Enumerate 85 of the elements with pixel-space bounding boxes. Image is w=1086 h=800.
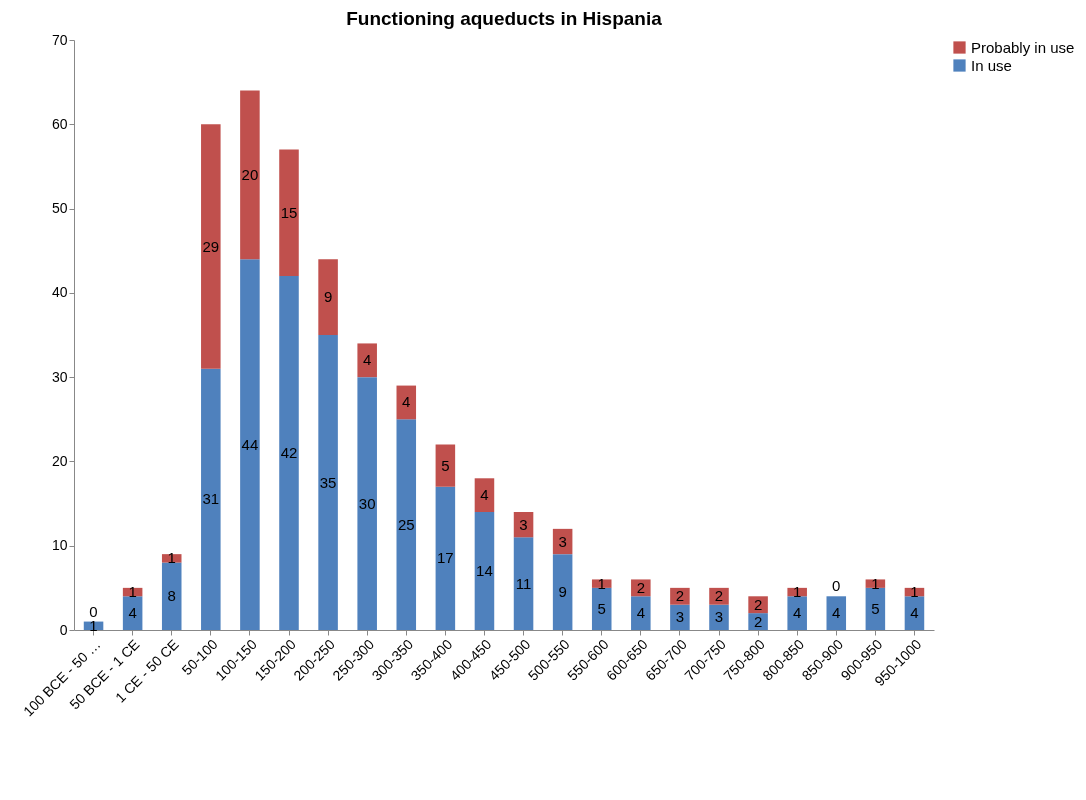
bar: [591, 587, 612, 630]
data-label: 4: [910, 604, 919, 622]
data-label: 2: [714, 587, 724, 605]
data-label: 4: [480, 486, 489, 504]
bar: [279, 276, 299, 630]
y-tick-label: 10: [51, 537, 68, 554]
legend-label: Probably in use: [971, 38, 1075, 56]
data-label: 2: [753, 612, 763, 630]
bar: [631, 579, 651, 597]
data-label: 4: [636, 604, 645, 622]
y-tick-label: 40: [51, 284, 68, 301]
bar: [357, 377, 377, 630]
bar: [474, 512, 495, 630]
data-label: 44: [241, 435, 259, 453]
data-label: 2: [753, 595, 763, 613]
bar: [904, 596, 925, 630]
data-label: 8: [167, 587, 176, 605]
data-label: 1: [910, 583, 919, 601]
bar: [122, 596, 143, 630]
bar: [631, 596, 651, 630]
y-tick-label: 60: [51, 115, 68, 132]
data-label: 35: [319, 473, 337, 491]
data-label: 4: [832, 604, 841, 622]
bar: [279, 149, 299, 276]
data-label: 15: [280, 203, 298, 221]
y-tick-label: 0: [59, 621, 68, 638]
data-label: 2: [636, 578, 645, 596]
y-tick-label: 30: [51, 368, 68, 385]
bar: [201, 368, 221, 630]
bar: [318, 335, 338, 630]
data-label: 3: [675, 608, 685, 626]
bar: [240, 259, 260, 630]
bar: [240, 90, 260, 260]
data-label: 4: [128, 604, 137, 622]
legend-label: In use: [971, 56, 1012, 74]
data-label: 3: [519, 515, 528, 533]
bar: [435, 486, 456, 630]
data-label: 30: [358, 494, 376, 512]
data-label: 9: [323, 288, 333, 306]
bar: [591, 579, 612, 588]
bar: [709, 587, 729, 605]
data-label: 3: [714, 608, 724, 626]
data-label: 9: [558, 583, 567, 601]
bar: [513, 537, 534, 630]
data-label: 5: [441, 456, 450, 474]
data-label: 17: [437, 549, 454, 567]
bar: [709, 604, 729, 630]
data-label: 5: [597, 599, 606, 617]
data-label: 4: [363, 351, 372, 369]
data-label: 29: [202, 237, 220, 255]
bar: [865, 587, 886, 630]
data-label: 1: [597, 574, 606, 592]
data-label: 5: [871, 599, 880, 617]
y-tick-label: 70: [51, 31, 68, 48]
data-label: 1: [167, 549, 176, 567]
data-label: 1: [128, 583, 137, 601]
data-label: 14: [476, 562, 493, 579]
bar: [161, 554, 182, 563]
data-label: 3: [558, 532, 567, 550]
data-label: 11: [515, 574, 532, 592]
bar: [201, 124, 221, 369]
data-label: 4: [793, 604, 802, 622]
data-label: 42: [280, 444, 298, 461]
bar: [826, 596, 847, 630]
bar: [318, 259, 338, 335]
data-label: 1: [793, 583, 802, 601]
data-label: 0: [832, 577, 841, 595]
data-label: 25: [397, 515, 415, 533]
y-tick-label: 20: [51, 452, 68, 469]
data-label: 1: [871, 574, 880, 592]
bar: [435, 444, 456, 487]
bar: [670, 587, 690, 605]
data-label: 2: [675, 587, 685, 605]
bar: [787, 596, 807, 630]
y-tick-label: 50: [51, 200, 68, 217]
bar: [161, 562, 182, 630]
bar: [357, 343, 377, 378]
bar: [552, 554, 573, 630]
chart-title: Functioning aqueducts in Hispania: [346, 8, 663, 29]
data-label: 31: [202, 490, 220, 508]
bar: [474, 478, 495, 512]
data-label: 20: [241, 165, 259, 183]
data-label: 4: [402, 393, 411, 411]
bar: [396, 419, 417, 630]
bar: [670, 604, 690, 630]
